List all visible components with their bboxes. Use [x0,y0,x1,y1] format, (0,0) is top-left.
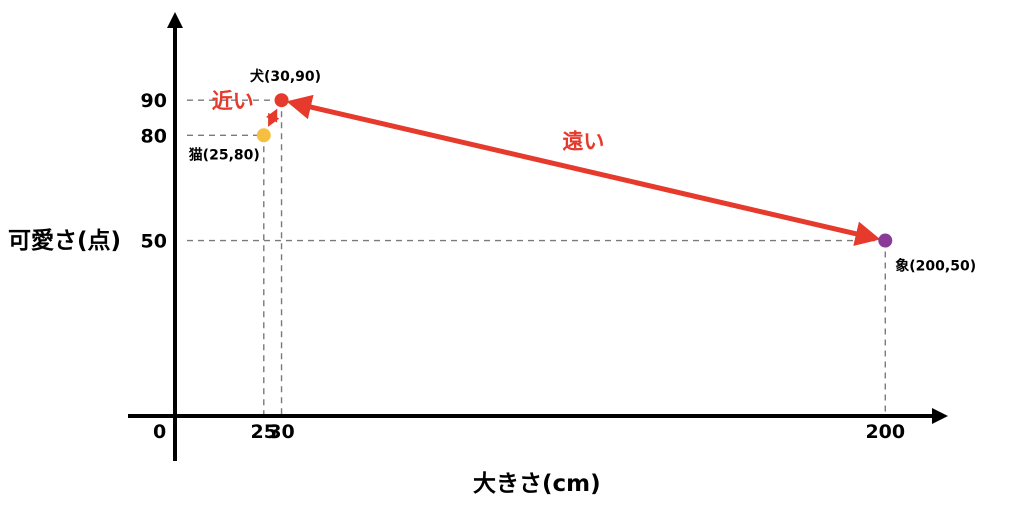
point-label: 象(200,50) [895,258,976,275]
guide-lines [187,99,886,416]
y-tick-label: 80 [141,125,167,147]
distance-arrow-0 [266,108,280,127]
data-points: 猫(25,80) 犬(30,90) 象(200,50) [189,68,976,274]
point-label: 猫(25,80) [189,146,260,163]
y-tick-label: 90 [141,90,167,112]
x-axis-arrowhead [932,408,948,424]
x-axis-label: 大きさ(cm) [473,471,601,497]
distance-arrow-1 [286,94,881,246]
x-tick-label: 200 [865,421,905,443]
annotation-label: 遠い [562,129,604,153]
data-point-1 [274,93,289,108]
data-point-0 [256,128,271,143]
y-axis-label: 可愛さ(点) [8,228,121,254]
y-tick-label: 50 [141,231,167,253]
x-tick-label: 25 [251,421,277,443]
axes [128,12,948,461]
origin-label: 0 [153,421,166,443]
x-tick-label: 30 [268,421,294,443]
y-axis-arrowhead [167,12,183,28]
distance-arrows [266,94,881,246]
data-point-2 [878,233,893,248]
point-label: 犬(30,90) [250,68,321,85]
annotation-label: 近い [212,89,254,113]
